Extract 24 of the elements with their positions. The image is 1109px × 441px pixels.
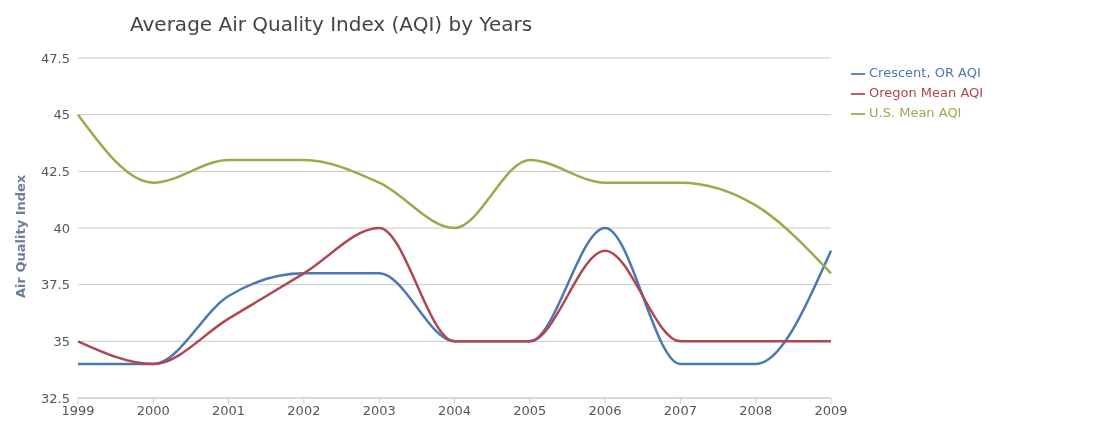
x-tick-label: 2002 (287, 403, 321, 419)
y-tick-label: 35 (53, 333, 70, 349)
legend-label: Oregon Mean AQI (869, 85, 984, 100)
y-tick-label: 45 (53, 107, 70, 123)
y-tick-label: 37.5 (41, 277, 70, 293)
legend-label: U.S. Mean AQI (869, 105, 962, 120)
legend-label: Crescent, OR AQI (869, 65, 981, 80)
x-tick-label: 2004 (437, 403, 472, 419)
line-series (76, 113, 833, 275)
x-tick-label: 1999 (61, 403, 95, 419)
chart-title: Average Air Quality Index (AQI) by Years (130, 12, 533, 36)
x-tick-label: 2009 (814, 403, 848, 419)
y-tick-label: 47.5 (41, 50, 70, 66)
y-tick-label: 32.5 (41, 390, 70, 406)
x-tick-label: 2005 (513, 403, 547, 419)
x-tick-label: 2006 (588, 403, 622, 419)
y-axis-title: Air Quality Index (12, 174, 28, 298)
x-tick-label: 2003 (362, 403, 396, 419)
x-tick-label: 2001 (212, 403, 246, 419)
y-tick-label: 40 (53, 220, 70, 236)
x-tick-label: 2007 (663, 403, 697, 419)
x-tick-label: 2008 (739, 403, 773, 419)
y-tick-label: 42.5 (41, 163, 70, 179)
x-tick-label: 2000 (136, 403, 170, 419)
